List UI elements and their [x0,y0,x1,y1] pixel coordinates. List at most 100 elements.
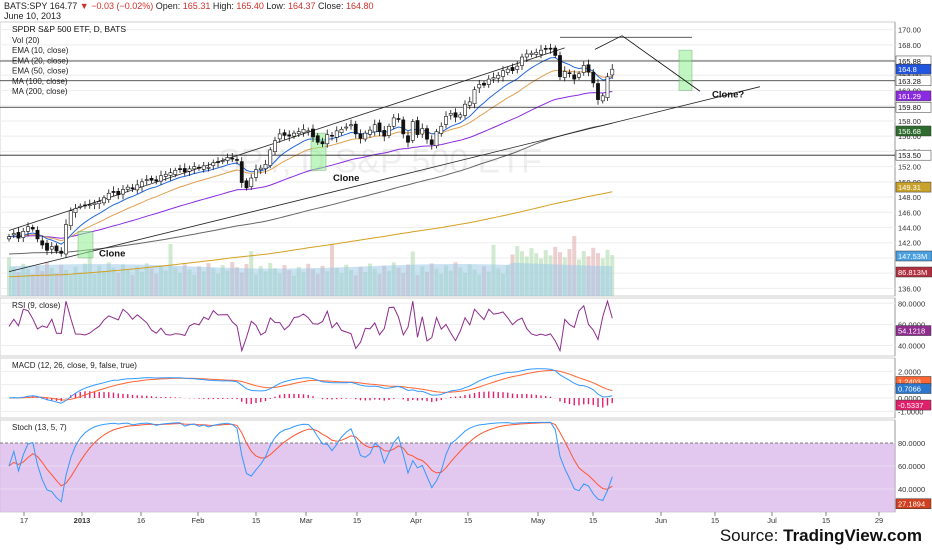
candle-body [463,103,467,116]
x-tick-label: 15 [711,516,719,525]
price-badge-label: 165.88 [898,57,921,66]
legend-entry: EMA (10, close) [12,46,69,55]
x-tick-label: May [531,516,545,525]
macd-badge-label: 0.7066 [898,385,921,394]
candle-body [263,164,268,170]
candle-body [581,65,586,73]
candle-body [325,134,330,145]
x-tick-label: 15 [252,516,260,525]
price-badge-label: 149.31 [898,183,921,192]
stoch-tick-label: 60.0000 [898,462,925,471]
symbol: BATS:SPY [4,1,48,11]
candle-body [448,113,453,116]
candle-body [349,124,353,127]
down-arrow-icon: ▼ [79,1,89,11]
candle-body [64,224,68,255]
candle-body [415,120,420,135]
candle-body [372,124,377,133]
candle-body [287,134,292,137]
source-name: TradingView.com [783,526,922,545]
candle-body [216,161,220,163]
candle-body [97,201,102,205]
candle-body [149,178,154,181]
candle-body [591,71,596,84]
candle-body [420,128,425,135]
candle-body [230,157,235,160]
candle-body [353,123,358,135]
price-badge [895,101,932,113]
x-tick-label: 15 [589,516,597,525]
candle-body [277,133,282,140]
open-label: Open: [155,1,181,11]
legend-entry: EMA (20, close) [12,56,69,65]
candle-body [116,190,121,196]
legend-entry: Vol (20) [12,36,40,45]
candle-body [543,48,548,50]
rsi-tick-label: 60.0000 [898,320,925,329]
candle-body [182,168,187,173]
candle-body [410,121,415,141]
candle-body [548,47,553,50]
low-label: Low: [266,1,286,11]
candle-body [7,236,11,240]
candle-body [54,245,59,252]
close-label: Close: [318,1,344,11]
candle-body [239,161,244,183]
candle-body [311,128,315,138]
stoch-tick-label: 80.0000 [898,439,925,448]
candle-body [140,181,144,188]
candle-body [35,229,40,240]
price-change: −0.03 (−0.02%) [91,1,154,11]
candle-body [553,47,558,56]
candle-body [434,131,439,147]
price-tick-label: 170.00 [898,26,921,35]
channel-upper-line [8,47,565,231]
legend-entry: EMA (50, close) [12,67,69,76]
candle-body [168,172,173,176]
price-tick-label: 144.00 [898,224,921,233]
last-price: 164.77 [49,1,78,11]
price-title: SPDR S&P 500 ETF, D, BATS [12,24,126,34]
channel-lower-line [8,86,761,273]
macd-tick-label: 2.0000 [898,367,921,376]
symbol-header: BATS:SPY 164.77 ▼ −0.03 (−0.02%) Open: 1… [4,1,374,11]
ema50-line [8,90,613,239]
stoch-badge-label: 27.1894 [898,500,925,509]
price-tick-label: 142.00 [898,239,921,248]
price-badge-label: 153.50 [898,151,921,160]
x-tick-label: 15 [822,516,830,525]
candle-body [529,52,534,55]
price-badge-label: 159.80 [898,103,921,112]
candle-body [496,74,501,79]
candle-body [524,53,529,58]
candle-body [520,56,524,66]
candle-body [477,84,482,89]
macd-signal-line [8,370,613,401]
candle-body [59,250,64,254]
price-badge [895,63,932,75]
candle-body [268,149,273,166]
price-tick-label: 148.00 [898,193,921,202]
macd-badge [895,399,932,411]
candle-body [258,167,263,170]
price-tick-label: 146.00 [898,208,921,217]
candle-body [78,205,83,208]
low-value: 164.37 [287,1,316,11]
rsi-tick-label: 80.0000 [898,299,925,308]
candle-body [344,126,349,129]
price-badge [895,181,932,193]
x-tick-label: Jun [655,516,667,525]
candle-body [178,168,182,170]
candle-body [45,242,49,251]
price-badge [895,75,932,87]
ema10-line [8,56,613,245]
x-tick-label: 2013 [74,516,91,525]
candle-body [106,192,111,200]
candle-body [40,240,45,246]
x-tick-label: Jul [767,516,777,525]
price-tick-label: 158.00 [898,117,921,126]
candle-body [282,132,287,136]
candle-body [510,67,515,72]
candle-body [173,170,178,175]
price-badge-label: 156.68 [898,127,921,136]
